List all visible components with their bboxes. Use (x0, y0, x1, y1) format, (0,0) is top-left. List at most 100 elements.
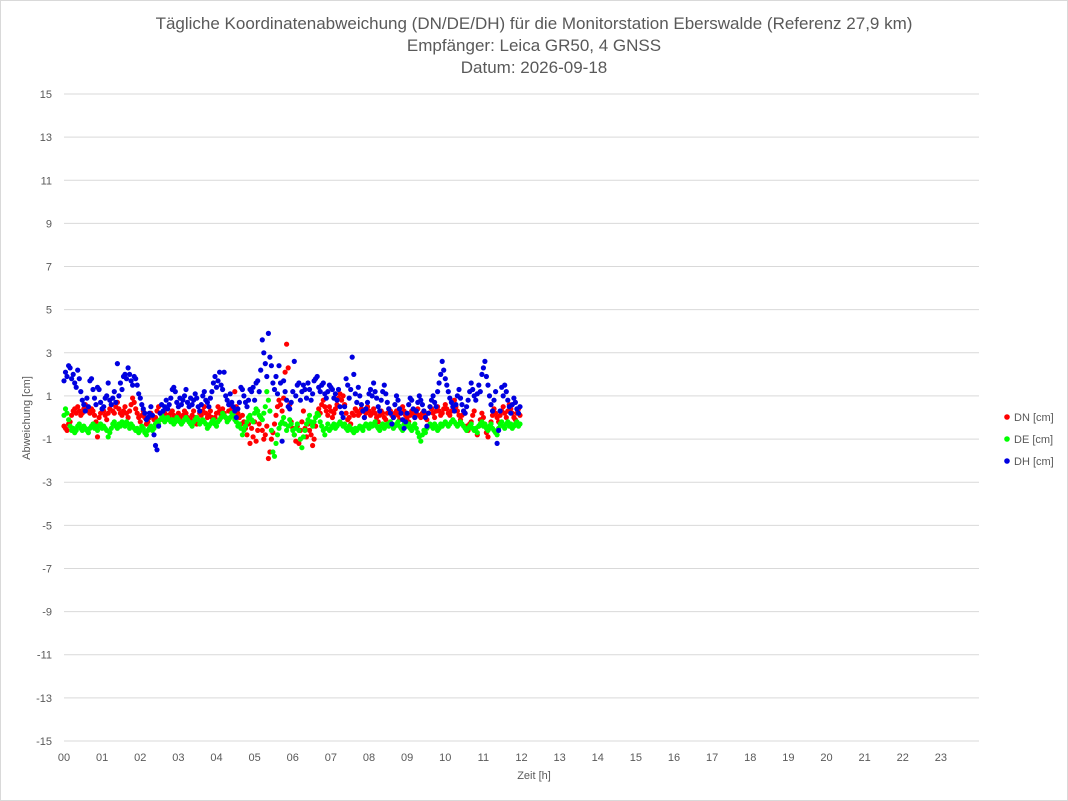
data-point (305, 380, 311, 386)
data-point (201, 389, 207, 395)
data-point (218, 382, 224, 388)
data-point (207, 408, 213, 414)
data-point (273, 373, 279, 380)
data-point (140, 406, 146, 412)
legend-label: DE [cm] (1014, 434, 1053, 446)
data-point (255, 378, 261, 384)
data-point (496, 427, 502, 433)
data-point (500, 404, 506, 410)
data-point (491, 397, 497, 403)
data-point (403, 419, 409, 425)
data-point (212, 373, 218, 380)
data-point (282, 389, 288, 395)
data-point (300, 382, 306, 388)
x-tick-label: 23 (935, 752, 947, 764)
y-tick-label: 11 (41, 175, 52, 187)
data-point (476, 382, 482, 388)
data-point (310, 391, 316, 397)
data-point (227, 391, 233, 397)
data-point (255, 427, 261, 433)
data-point (134, 410, 140, 416)
data-point (261, 350, 267, 356)
y-tick-label: -7 (42, 563, 52, 575)
data-point (125, 365, 131, 371)
data-point (371, 406, 377, 412)
x-tick-label: 00 (58, 752, 70, 764)
data-point (418, 438, 424, 444)
data-point (91, 412, 98, 418)
y-tick-label: 15 (40, 89, 52, 101)
data-point (444, 382, 450, 388)
data-point (485, 382, 491, 388)
chart-title: Tägliche Koordinatenabweichung (DN/DE/DH… (156, 14, 913, 33)
data-point (101, 404, 107, 410)
data-point (316, 406, 322, 412)
data-point (511, 395, 517, 401)
data-point (82, 408, 88, 414)
data-point (395, 397, 401, 403)
data-point (96, 414, 102, 421)
data-point (342, 404, 348, 410)
data-point (332, 406, 338, 412)
data-point (239, 412, 245, 418)
data-point (493, 389, 499, 395)
data-point (224, 397, 230, 403)
data-point (471, 408, 477, 414)
data-point (194, 395, 200, 401)
data-point (223, 393, 229, 399)
data-point (302, 427, 308, 433)
data-point (271, 421, 278, 427)
data-point (75, 404, 81, 410)
data-point (322, 404, 328, 410)
x-tick-label: 07 (325, 752, 337, 764)
data-point (355, 384, 361, 390)
data-point (483, 373, 489, 380)
data-point (412, 414, 418, 421)
data-point (314, 373, 320, 380)
data-point (486, 393, 493, 399)
data-point (323, 408, 329, 414)
data-point (296, 427, 302, 433)
data-point (265, 455, 271, 462)
data-point (372, 410, 378, 416)
data-point (462, 410, 468, 416)
x-tick-label: 22 (897, 752, 909, 764)
data-point (413, 408, 419, 414)
data-point (249, 425, 255, 431)
data-point (320, 380, 326, 386)
legend-label: DH [cm] (1014, 456, 1054, 468)
data-point (279, 438, 285, 444)
data-point (277, 402, 284, 408)
x-axis-ticks: 00 01 02 03 04 05 06 07 08 09 10 11 12 13 14 15 16 17 18 19… (58, 752, 947, 764)
data-point (357, 393, 363, 399)
data-point (90, 386, 96, 393)
data-point (489, 408, 496, 414)
data-point (113, 399, 119, 405)
data-point (439, 358, 445, 364)
data-point (282, 369, 288, 375)
data-point (457, 395, 464, 401)
data-point (123, 376, 130, 382)
data-point (183, 410, 189, 416)
data-point (117, 380, 123, 386)
legend-marker (1004, 436, 1010, 442)
data-point (165, 406, 171, 412)
data-point (284, 427, 290, 433)
data-point (85, 430, 91, 436)
data-point (259, 427, 265, 433)
y-tick-label: 3 (46, 348, 52, 360)
x-tick-label: 03 (172, 752, 184, 764)
data-point (137, 419, 143, 425)
data-point (108, 425, 114, 431)
data-point (299, 419, 305, 425)
data-point (398, 410, 404, 416)
data-point (503, 414, 509, 421)
data-point (178, 402, 184, 408)
data-point (306, 427, 313, 433)
x-tick-label: 10 (439, 752, 451, 764)
data-point (372, 389, 378, 395)
data-point (468, 421, 474, 427)
x-tick-label: 09 (401, 752, 413, 764)
chart-titles: Tägliche Koordinatenabweichung (DN/DE/DH… (156, 14, 913, 77)
